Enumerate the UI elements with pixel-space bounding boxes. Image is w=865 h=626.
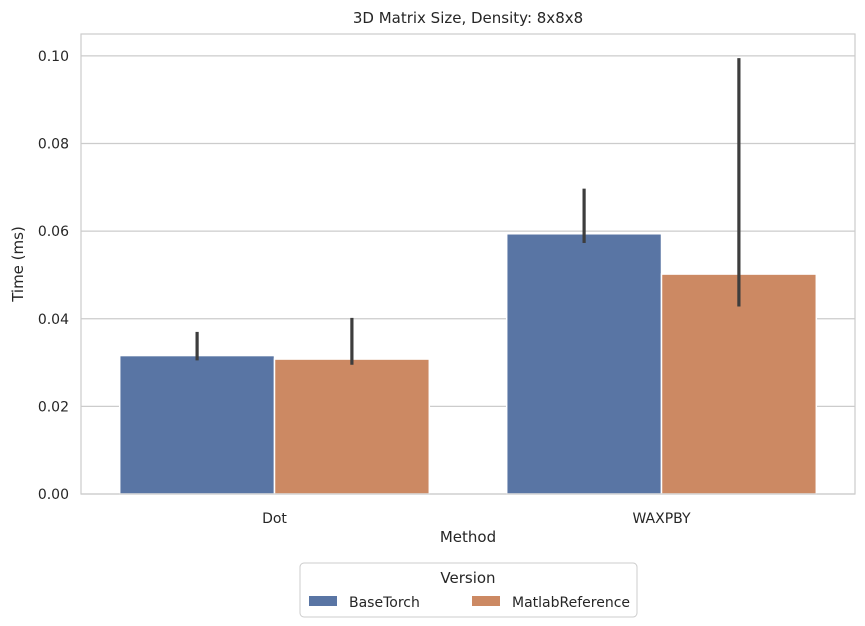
plot-frame bbox=[80, 33, 856, 495]
legend-label: BaseTorch bbox=[349, 595, 420, 611]
chart-title: 3D Matrix Size, Density: 8x8x8 bbox=[353, 9, 583, 27]
bar-basetorch-waxpby bbox=[505, 233, 663, 495]
legend-box bbox=[299, 562, 638, 618]
y-tick-label: 0.02 bbox=[38, 399, 69, 415]
bar-matlabreference-waxpby bbox=[660, 273, 818, 495]
legend-swatch bbox=[472, 596, 500, 606]
x-tick-label: Dot bbox=[262, 511, 287, 527]
y-axis-label: Time (ms) bbox=[9, 226, 27, 303]
legend-items: BaseTorch MatlabReference bbox=[309, 595, 630, 611]
bar-matlabreference-dot bbox=[273, 358, 431, 495]
error-bars bbox=[195, 58, 741, 365]
legend-label: MatlabReference bbox=[512, 595, 630, 611]
legend: Version BaseTorch MatlabReference bbox=[299, 562, 638, 618]
bar-basetorch-dot bbox=[118, 354, 276, 495]
x-tick-label: WAXPBY bbox=[632, 511, 691, 527]
y-tick-label: 0.06 bbox=[38, 224, 69, 240]
y-tick-label: 0.08 bbox=[38, 137, 69, 153]
y-tick-label: 0.00 bbox=[38, 487, 69, 503]
x-axis-label: Method bbox=[440, 528, 496, 546]
x-tick-labels: Dot WAXPBY bbox=[262, 511, 691, 527]
y-tick-label: 0.10 bbox=[38, 49, 69, 65]
y-tick-labels: 0.00 0.02 0.04 0.06 0.08 0.10 bbox=[38, 49, 69, 503]
legend-swatch bbox=[309, 596, 337, 606]
y-tick-label: 0.04 bbox=[38, 312, 69, 328]
legend-title: Version bbox=[440, 569, 495, 587]
bars bbox=[118, 233, 818, 495]
